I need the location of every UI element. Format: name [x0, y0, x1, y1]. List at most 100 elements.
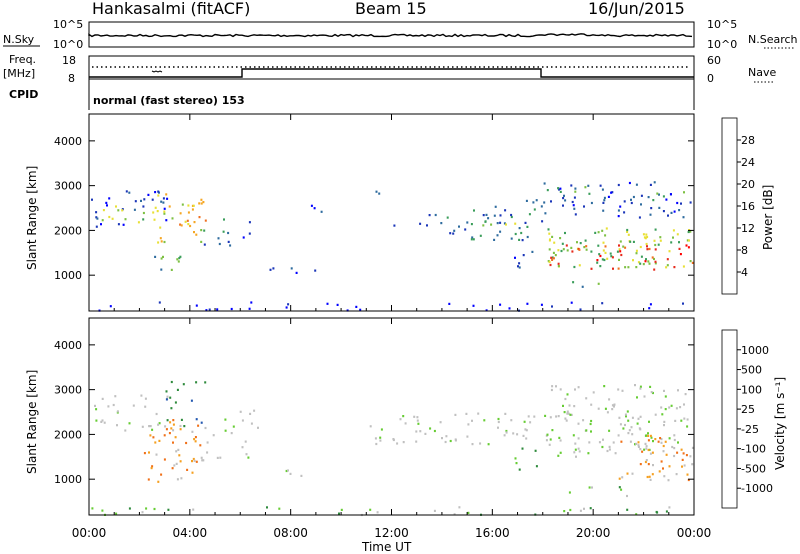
colorbar-tick-label: -100 [741, 443, 766, 456]
heatmap-cell [380, 428, 383, 431]
heatmap-cell [434, 213, 437, 217]
heatmap-cell [604, 407, 607, 410]
heatmap-cell [208, 308, 211, 311]
heatmap-cell [635, 266, 638, 269]
heatmap-cell [232, 425, 235, 428]
heatmap-cell [157, 190, 160, 193]
heatmap-cell [287, 469, 289, 472]
heatmap-cell [216, 308, 219, 311]
heatmap-cell [520, 231, 523, 235]
heatmap-cell [686, 239, 689, 242]
heatmap-cell [534, 449, 537, 452]
heatmap-cell [192, 204, 195, 207]
heatmap-cell [415, 430, 418, 433]
heatmap-cell [673, 438, 676, 442]
heatmap-cell [632, 195, 635, 199]
heatmap-cell [248, 307, 251, 310]
heatmap-cell [105, 201, 108, 204]
heatmap-cell [416, 419, 419, 422]
colorbar-tick-label: 28 [741, 134, 755, 147]
heatmap-cell [583, 246, 586, 249]
heatmap-cell [590, 403, 593, 406]
heatmap-cell [617, 209, 620, 212]
heatmap-cell [682, 452, 685, 455]
heatmap-cell [216, 456, 219, 459]
heatmap-cell [121, 209, 124, 212]
heatmap-cell [109, 305, 112, 308]
heatmap-cell [96, 217, 99, 220]
heatmap-cell [639, 387, 642, 390]
heatmap-cell [618, 248, 621, 251]
heatmap-cell [172, 419, 175, 422]
heatmap-cell [424, 432, 427, 435]
heatmap-cell [399, 418, 402, 421]
heatmap-cell [176, 478, 179, 481]
heatmap-cell [222, 230, 225, 233]
heatmap-cell [659, 437, 662, 440]
heatmap-cell [550, 256, 553, 259]
heatmap-cell [165, 219, 168, 222]
power-heatmap-data [91, 181, 694, 312]
heatmap-cell [470, 238, 473, 241]
heatmap-cell [472, 238, 475, 241]
heatmap-cell [627, 233, 630, 236]
heatmap-cell [212, 434, 215, 437]
heatmap-cell [678, 247, 681, 250]
y-tick-label: 2000 [54, 428, 82, 441]
heatmap-cell [603, 385, 606, 388]
heatmap-cell [134, 200, 137, 203]
y-tick-label: 3000 [54, 180, 82, 193]
heatmap-cell [640, 203, 642, 206]
heatmap-cell [686, 473, 689, 476]
heatmap-cell [663, 420, 666, 423]
heatmap-cell [191, 460, 193, 463]
heatmap-cell [156, 210, 159, 213]
heatmap-cell [314, 269, 317, 272]
heatmap-cell [635, 513, 638, 516]
heatmap-cell [487, 443, 490, 446]
heatmap-cell [180, 224, 183, 227]
heatmap-cell [179, 424, 182, 428]
heatmap-cell [631, 472, 634, 475]
x-tick-label: 08:00 [273, 526, 308, 540]
heatmap-cell [518, 238, 521, 241]
heatmap-cell [147, 193, 150, 196]
heatmap-cell [612, 267, 614, 270]
heatmap-cell [608, 398, 611, 401]
velocity-panel: 4000 3000 2000 1000 Slant Range [km] 1000 50… [25, 114, 787, 554]
heatmap-cell [606, 449, 609, 453]
colorbar-tick-label: -25 [741, 423, 759, 436]
heatmap-cell [376, 511, 379, 514]
power-colorbar: 28 24 20 16 12 8 4 [721, 117, 755, 295]
heatmap-cell [187, 223, 190, 226]
heatmap-cell [545, 439, 548, 442]
heatmap-cell [666, 264, 669, 267]
heatmap-cell [658, 193, 660, 196]
heatmap-cell [598, 253, 601, 256]
heatmap-cell [653, 257, 655, 261]
heatmap-cell [630, 426, 633, 429]
heatmap-cell [602, 438, 604, 441]
velocity-y-ticks: 4000 3000 2000 1000 [54, 339, 694, 486]
heatmap-cell [585, 429, 588, 432]
heatmap-cell [514, 222, 517, 225]
heatmap-cell [247, 456, 250, 459]
heatmap-cell [94, 404, 96, 407]
heatmap-cell [169, 396, 172, 399]
heatmap-cell [660, 406, 663, 409]
heatmap-cell [647, 448, 650, 452]
heatmap-cell [91, 198, 93, 201]
heatmap-cell [613, 405, 615, 408]
heatmap-cell [604, 245, 607, 248]
heatmap-cell [577, 386, 580, 389]
heatmap-cell [514, 256, 516, 259]
heatmap-cell [565, 419, 568, 422]
heatmap-cell [203, 229, 206, 232]
heatmap-cell [206, 451, 209, 454]
heatmap-cell [223, 218, 225, 221]
heatmap-cell [639, 448, 642, 451]
heatmap-cell [640, 194, 643, 197]
station-title: Hankasalmi (fitACF) [92, 0, 251, 18]
heatmap-cell [616, 250, 619, 253]
heatmap-cell [627, 419, 630, 422]
